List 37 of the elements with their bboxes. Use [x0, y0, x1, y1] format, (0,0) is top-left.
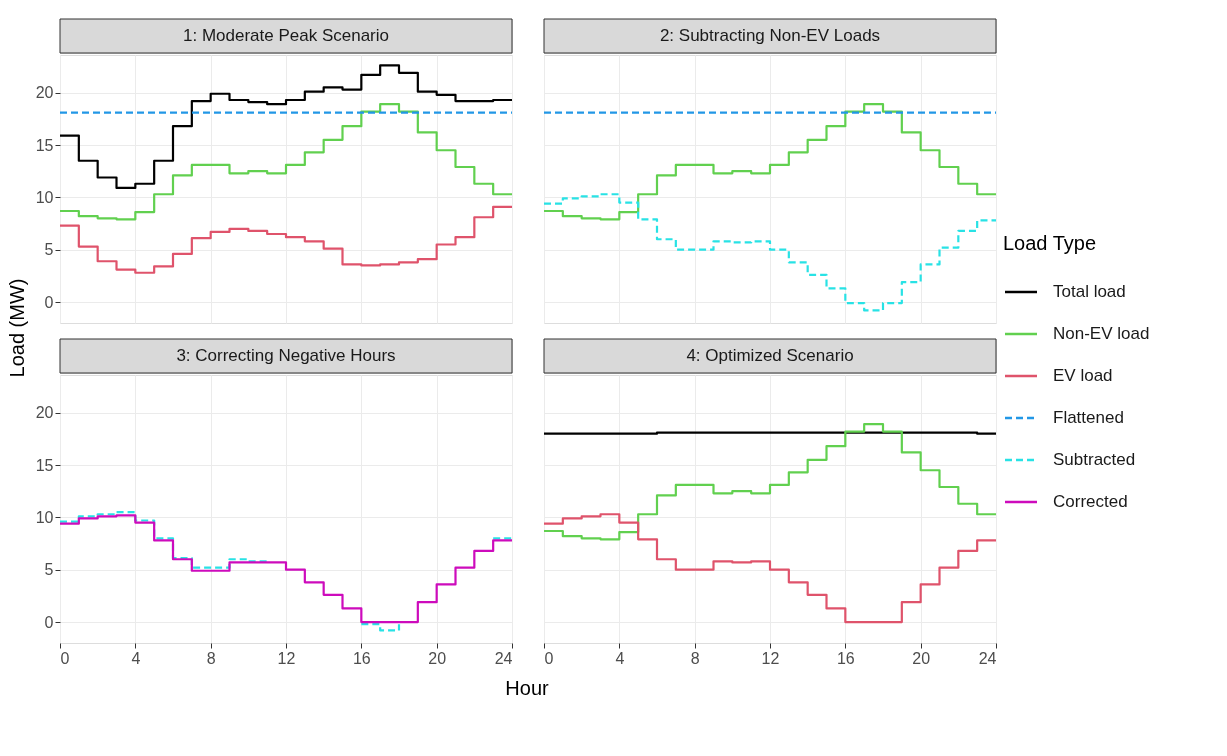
x-tick-label: 12 — [277, 649, 296, 667]
chart-title: 1: Moderate Peak Scenario — [182, 26, 390, 45]
y-tick-label: 5 — [44, 241, 54, 259]
x-tick-label: 4 — [615, 649, 625, 667]
y-tick-label: 0 — [44, 293, 54, 311]
x-tick-label: 12 — [761, 649, 780, 667]
y-tick-label: 0 — [44, 613, 54, 631]
x-tick-label: 0 — [60, 649, 70, 667]
x-tick-label: 16 — [836, 649, 855, 667]
y-tick-label: 20 — [35, 84, 54, 102]
x-tick-label: 20 — [428, 649, 447, 667]
x-tick-label: 4 — [131, 649, 141, 667]
y-tick-label: 5 — [44, 561, 54, 579]
y-tick-label: 15 — [35, 456, 54, 474]
x-tick-label: 8 — [690, 649, 700, 667]
y-tick-label: 10 — [35, 508, 54, 526]
legend-label: Flattened — [1053, 408, 1124, 427]
y-tick-label: 10 — [35, 188, 54, 206]
legend-label: EV load — [1053, 366, 1113, 385]
legend-label: Total load — [1053, 282, 1126, 301]
x-tick-label: 24 — [978, 649, 997, 667]
x-tick-label: 20 — [912, 649, 931, 667]
y-tick-label: 20 — [35, 404, 54, 422]
legend-label: Subtracted — [1053, 450, 1136, 469]
x-tick-label: 8 — [206, 649, 216, 667]
y-tick-label: 15 — [35, 136, 54, 154]
x-axis-title: Hour — [505, 677, 550, 699]
x-tick-label: 0 — [544, 649, 554, 667]
chart-title: 2: Subtracting Non-EV Loads — [659, 26, 881, 45]
legend-label: Corrected — [1053, 492, 1128, 511]
chart-title: 3: Correcting Negative Hours — [176, 346, 396, 365]
y-axis-title: Load (MW) — [6, 278, 28, 378]
legend-title: Load Type — [1003, 232, 1097, 254]
x-tick-label: 24 — [494, 649, 513, 667]
chart-title: 4: Optimized Scenario — [686, 346, 854, 365]
legend-label: Non-EV load — [1053, 324, 1150, 343]
x-tick-label: 16 — [352, 649, 371, 667]
